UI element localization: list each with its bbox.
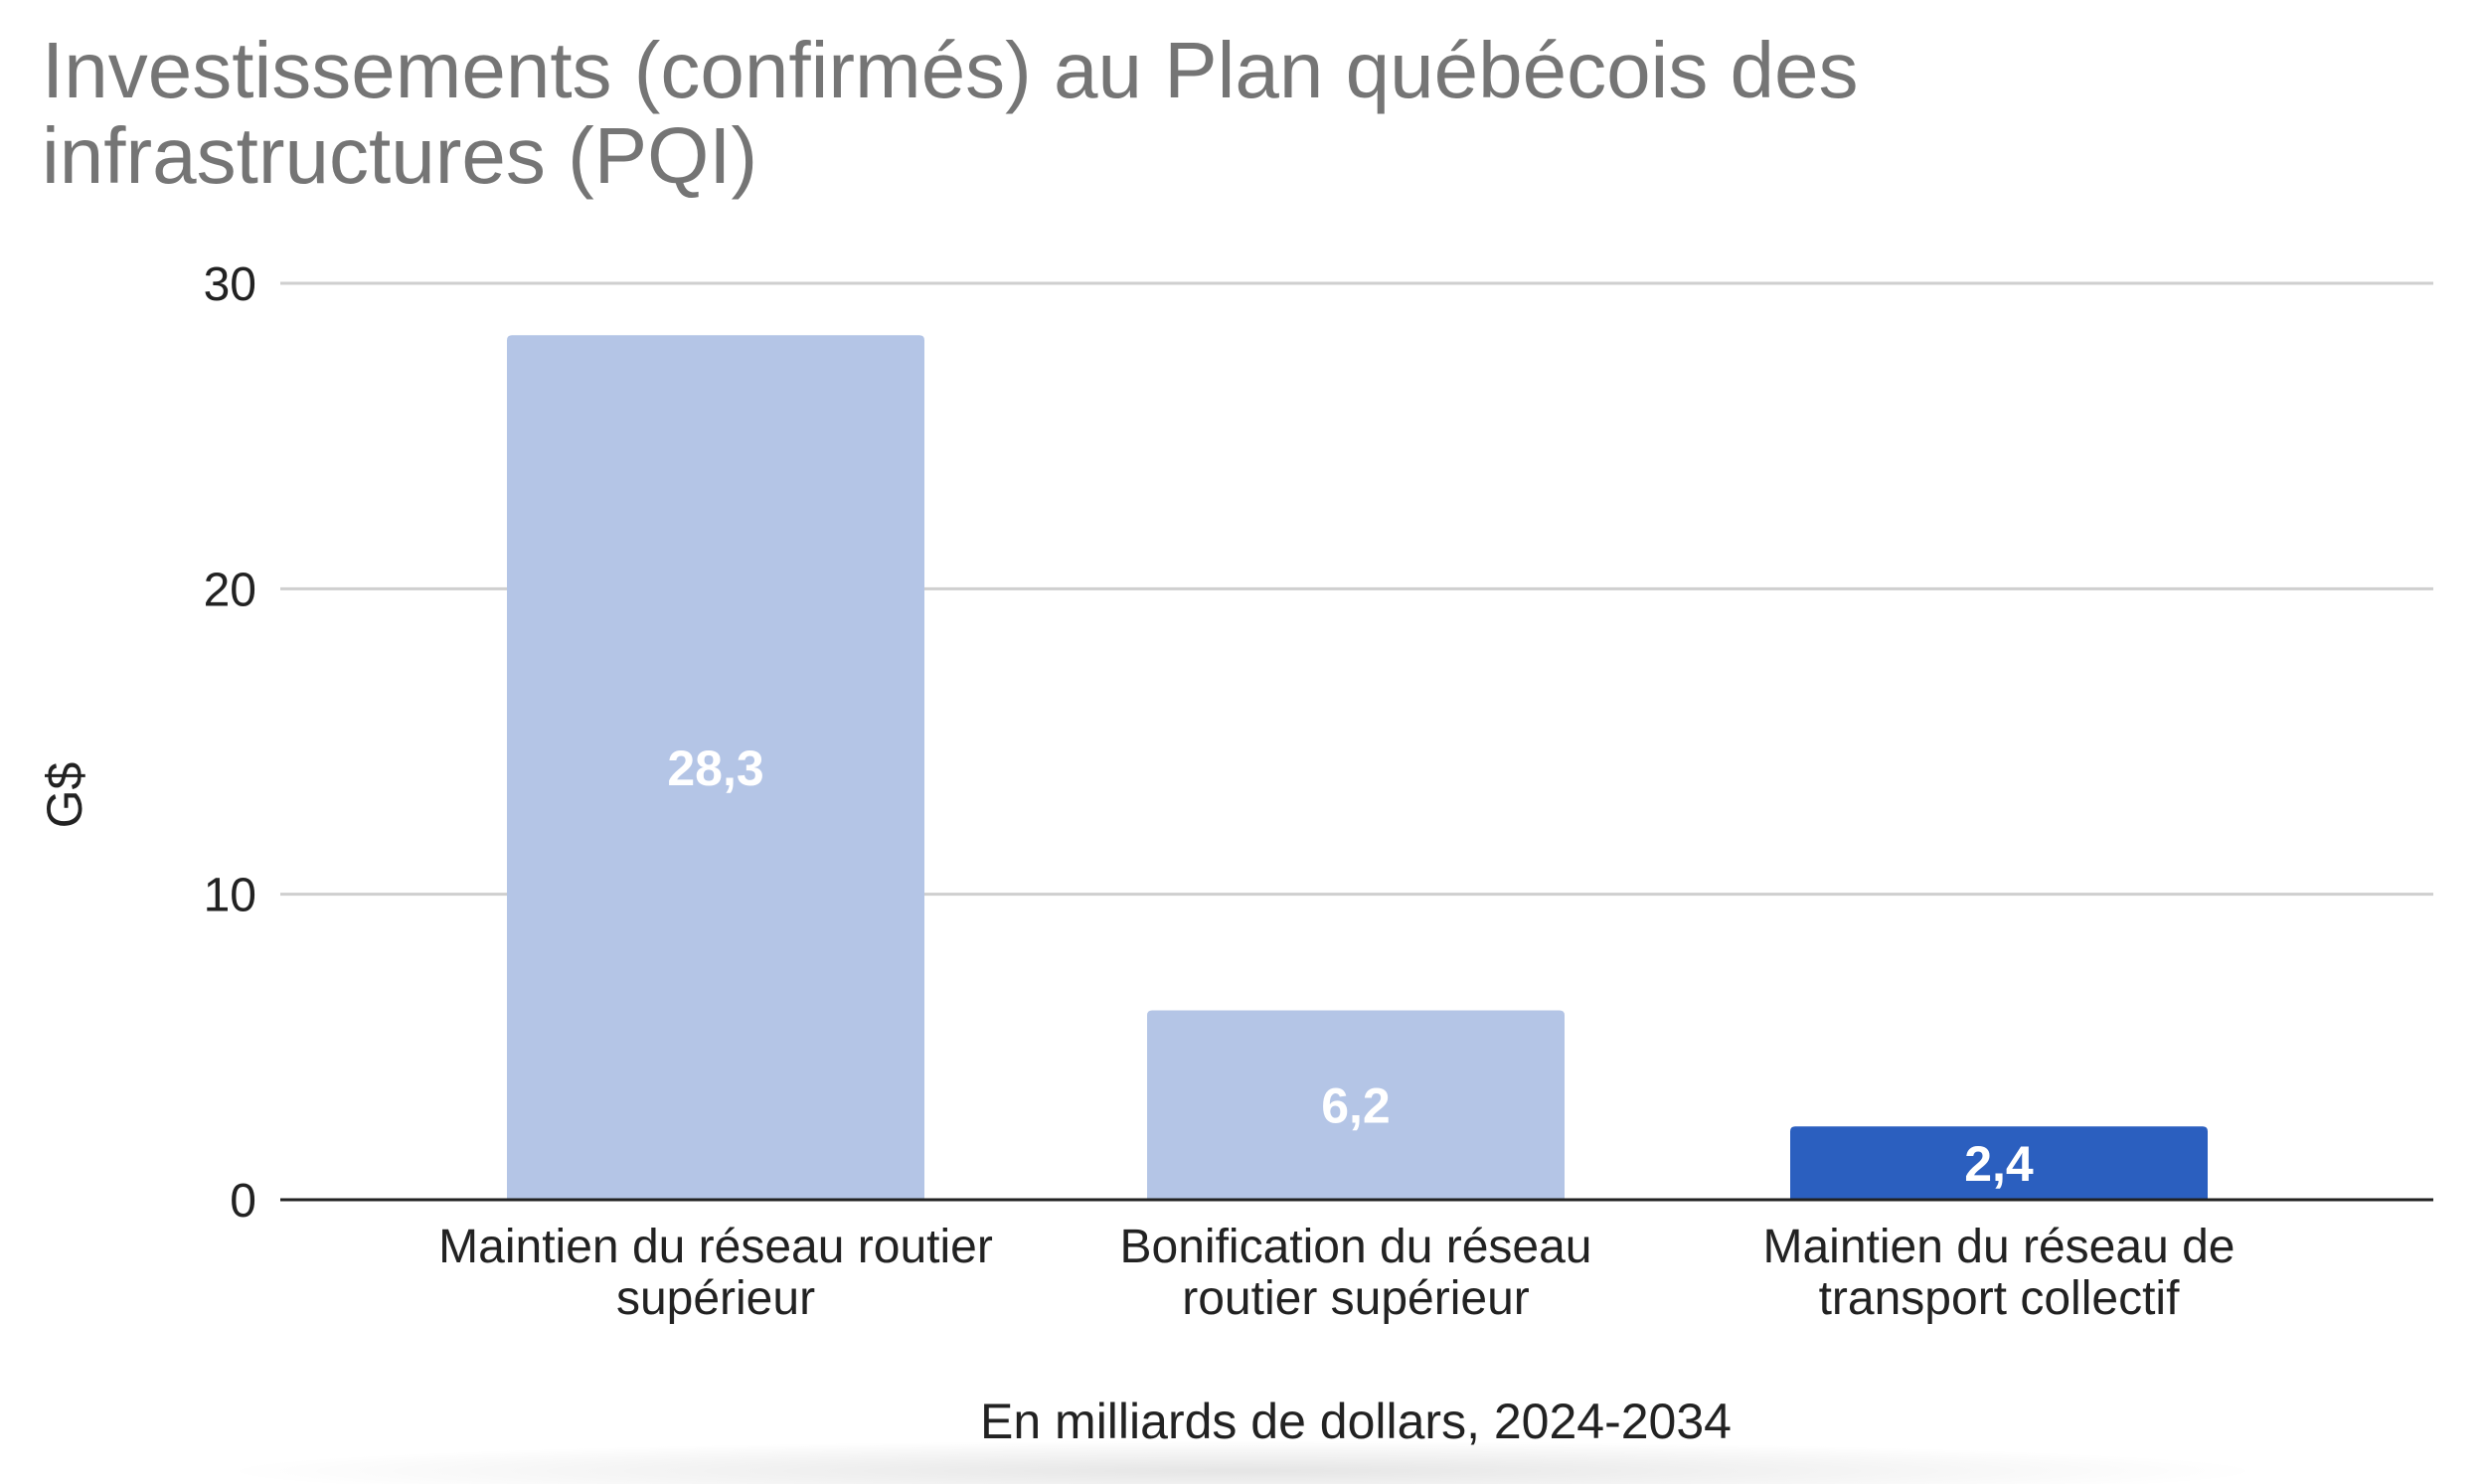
bar <box>1147 1010 1565 1200</box>
x-category-label: supérieur <box>616 1272 815 1325</box>
y-axis-ticks: 0 10 20 30 <box>204 258 256 1228</box>
x-category-label: Bonification du réseau <box>1120 1221 1592 1273</box>
bar-value-label: 2,4 <box>1964 1136 2034 1192</box>
x-axis-title: En milliards de dollars, 2024-2034 <box>980 1394 1732 1449</box>
y-tick-label: 20 <box>204 564 256 616</box>
x-category-label: transport collectif <box>1819 1272 2180 1325</box>
bar <box>1790 1126 2208 1200</box>
bar-value-label: 6,2 <box>1321 1078 1391 1134</box>
bar-value-label: 28,3 <box>667 741 763 796</box>
x-category-label: Maintien du réseau routier <box>438 1221 993 1273</box>
chart-title: Investissements (confirmés) au Plan québ… <box>42 26 1859 200</box>
y-tick-label: 0 <box>230 1175 256 1228</box>
y-tick-label: 10 <box>204 870 256 922</box>
y-tick-label: 30 <box>204 258 256 311</box>
bar <box>507 335 924 1200</box>
x-category-label: Maintien du réseau de <box>1763 1221 2236 1273</box>
bottom-shadow <box>239 1441 2246 1484</box>
y-axis-title: G$ <box>37 762 92 829</box>
bars: 28,3 6,2 2,4 <box>507 335 2208 1200</box>
x-category-label: routier supérieur <box>1182 1272 1530 1325</box>
